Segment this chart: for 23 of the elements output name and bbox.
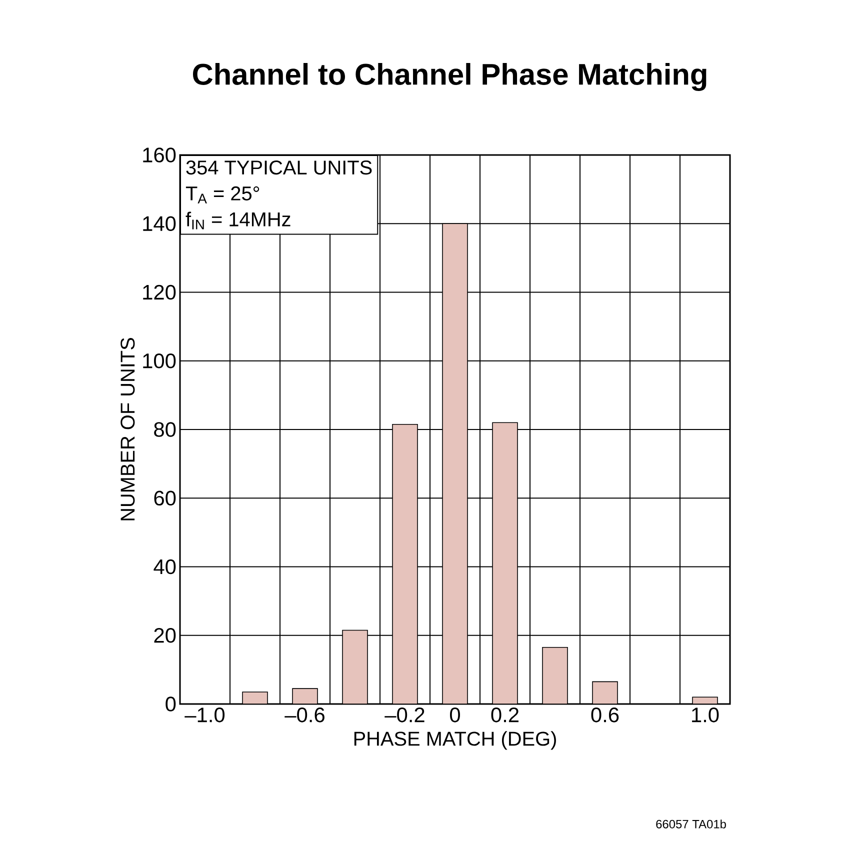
y-tick-label: 140 bbox=[143, 216, 176, 232]
x-tick-label: –0.2 bbox=[384, 708, 424, 722]
annotation: f$_{IN}$ = 14MHz bbox=[186, 212, 290, 230]
y-tick-label: 80 bbox=[154, 422, 176, 437]
x-axis-title: PHASE MATCH (DEG) bbox=[354, 731, 556, 750]
y-tick-label: 60 bbox=[154, 490, 176, 506]
x-tick-label: 0.6 bbox=[591, 708, 619, 722]
y-tick-label: 20 bbox=[154, 628, 176, 643]
x-tick-label: 0.2 bbox=[491, 708, 518, 722]
chart-title: Channel to Channel Phase Matching bbox=[192, 63, 706, 91]
x-tick-label: –1.0 bbox=[184, 708, 225, 722]
y-tick-label: 0 bbox=[166, 696, 176, 712]
y-tick-label: 120 bbox=[143, 284, 176, 300]
annotation: T$_{A}$ = 25° bbox=[186, 186, 260, 204]
y-tick-label: 40 bbox=[154, 559, 176, 574]
text: 66057 TA01b bbox=[656, 820, 726, 828]
x-tick-label: 0 bbox=[450, 708, 460, 722]
y-tick-label: 100 bbox=[143, 353, 176, 368]
annotation: 354 TYPICAL UNITS bbox=[186, 160, 372, 175]
y-tick-label: 160 bbox=[143, 148, 176, 162]
x-tick-label: 1.0 bbox=[692, 708, 719, 722]
x-tick-label: –0.6 bbox=[284, 708, 324, 722]
y-axis-title: NUMBER OF UNITS bbox=[120, 338, 135, 520]
